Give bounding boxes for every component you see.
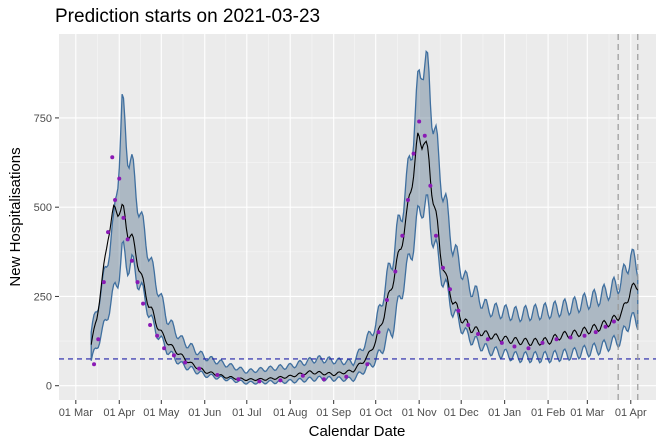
observed-point xyxy=(485,337,490,342)
observed-point xyxy=(456,308,461,313)
observed-point xyxy=(197,366,202,371)
observed-point xyxy=(512,344,517,349)
observed-point xyxy=(113,198,118,203)
observed-point xyxy=(568,335,573,340)
x-tick-label: 01 Jul xyxy=(232,407,261,419)
x-tick-label: 01 Aug xyxy=(273,407,307,419)
observed-point xyxy=(101,280,106,285)
chart-title: Prediction starts on 2021-03-23 xyxy=(55,6,320,27)
observed-point xyxy=(129,258,134,263)
observed-point xyxy=(257,379,262,384)
observed-point xyxy=(400,233,405,238)
x-tick-label: 01 Nov xyxy=(402,407,437,419)
observed-point xyxy=(384,298,389,303)
y-tick-label: 750 xyxy=(34,113,52,125)
x-tick-label: 01 Apr xyxy=(615,407,647,419)
observed-point xyxy=(611,319,616,324)
observed-point xyxy=(171,353,176,358)
y-tick-label: 500 xyxy=(34,202,52,214)
observed-point xyxy=(162,346,167,351)
observed-point xyxy=(121,215,126,220)
x-tick-label: 01 Apr xyxy=(103,407,135,419)
observed-point xyxy=(183,360,188,365)
x-axis-title: Calendar Date xyxy=(309,423,406,440)
x-tick-label: 01 Mar xyxy=(59,407,94,419)
x-tick-label: 01 Mar xyxy=(570,407,605,419)
observed-point xyxy=(582,333,587,338)
y-axis-title: New Hospitalisations xyxy=(7,147,24,286)
x-tick-label: 01 May xyxy=(143,407,180,419)
observed-point xyxy=(540,340,545,345)
median-line xyxy=(90,132,639,382)
observed-point xyxy=(466,323,471,328)
prediction-start-lines xyxy=(617,34,639,400)
x-tick-label: 01 Feb xyxy=(531,407,565,419)
observed-point xyxy=(300,373,305,378)
x-tick-label: 01 Oct xyxy=(360,407,392,419)
observed-point xyxy=(278,378,283,383)
observed-point xyxy=(110,155,115,160)
x-tick-label: 01 Dec xyxy=(444,407,479,419)
observed-point xyxy=(236,377,241,382)
observed-point xyxy=(117,176,122,181)
observed-point xyxy=(422,133,427,138)
observed-point xyxy=(433,233,438,238)
x-tick-label: 01 Jun xyxy=(188,407,221,419)
x-axis: 01 Mar 01 Apr 01 May 01 Jun 01 Jul 01 Aug 01 S… xyxy=(59,400,647,419)
observed-point xyxy=(344,374,349,379)
observed-point xyxy=(476,331,481,336)
observed-point xyxy=(215,373,220,378)
observed-points xyxy=(92,119,616,384)
observed-point xyxy=(405,198,410,203)
x-tick-label: 01 Sep xyxy=(316,407,351,419)
observed-point xyxy=(135,280,140,285)
observed-point xyxy=(603,324,608,329)
observed-point xyxy=(428,183,433,188)
observed-point xyxy=(447,287,452,292)
observed-point xyxy=(593,330,598,335)
observed-point xyxy=(376,330,381,335)
y-axis: 0 250 500 750 xyxy=(34,113,59,393)
observed-point xyxy=(92,362,97,367)
observed-point xyxy=(554,337,559,342)
observed-point xyxy=(499,340,504,345)
observed-point xyxy=(417,119,422,124)
observed-point xyxy=(365,362,370,367)
observed-point xyxy=(125,237,130,242)
observed-point xyxy=(393,269,398,274)
y-tick-label: 0 xyxy=(46,381,52,393)
observed-point xyxy=(96,337,101,342)
observed-point xyxy=(155,333,160,338)
observed-point xyxy=(106,230,111,235)
observed-point xyxy=(321,377,326,382)
observed-point xyxy=(411,151,416,156)
observed-point xyxy=(440,265,445,270)
y-tick-label: 250 xyxy=(34,291,52,303)
x-tick-label: 01 Jan xyxy=(488,407,521,419)
observed-point xyxy=(148,323,153,328)
observed-point xyxy=(526,346,531,351)
observed-point xyxy=(141,301,146,306)
